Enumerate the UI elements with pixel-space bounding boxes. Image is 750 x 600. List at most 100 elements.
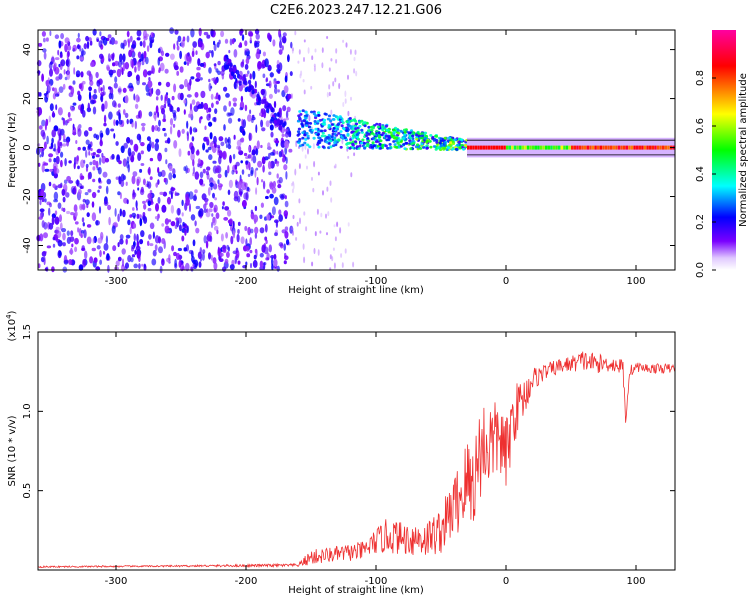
spectrogram-cell [250,152,253,162]
spectrogram-cell [90,99,95,105]
spectrogram-cell [223,86,228,92]
spectrogram-cell [287,93,292,100]
spectrogram-cell [183,61,187,65]
spectrogram-cell [140,163,145,166]
spectrogram-cell [212,192,215,199]
spectrogram-cell [64,37,70,44]
spectrogram-cell [114,60,119,67]
spectrogram-cell [264,58,269,68]
spectrogram-cell [232,250,238,255]
spectrogram-cell [229,38,233,46]
spectrogram-cell [75,140,78,144]
spectrogram-cell [208,50,212,54]
spectrogram-cell [212,160,217,164]
spectrogram-cell [62,133,66,141]
spectrogram-cell [280,119,284,125]
spectrogram-cell [135,245,141,251]
spectrogram-cell [88,126,93,132]
spectrogram-cell [139,218,143,227]
spectrogram-cell [228,49,231,54]
spectrogram-cell [221,206,224,210]
spectrogram-cell [173,113,177,121]
spectrogram-cell [57,107,63,116]
spectrogram-cell [651,145,654,150]
spectrogram-cell [381,125,385,129]
spectrogram-cell [254,42,260,48]
spectrogram-cell [215,92,219,100]
spectrogram-cell [591,145,595,150]
spectrogram-cell [326,232,328,236]
spectrogram-cell [131,175,136,185]
spectrogram-cell [106,253,110,261]
spectrogram-cell [281,229,287,234]
spectrogram-cell [129,226,132,235]
spectrogram-cell [104,100,108,110]
spectrogram-cell [360,131,364,134]
spectrogram-cell [353,68,356,74]
spectrogram-cell [372,144,376,148]
spectrogram-cell [165,95,168,100]
spectrogram-cell [209,142,213,149]
spectrogram-cell [172,123,176,128]
spectrogram-cell [333,132,337,136]
spectrogram-cell [111,54,115,61]
spectrogram-cell [360,141,364,145]
spectrogram-cell [206,34,211,39]
spectrogram-cell [212,117,216,122]
spectrogram-cell [39,199,42,206]
spectrogram-cell [375,122,379,126]
spectrogram-cell [77,227,80,233]
spectrogram-cell [49,168,53,172]
spectrogram-cell [429,145,433,149]
spectrogram-cell [207,231,212,237]
x-tick-label: 100 [626,576,645,587]
spectrogram-cell [78,188,82,195]
spectrogram-cell [114,76,118,83]
spectrogram-cell [568,145,571,150]
spectrogram-cell [420,136,424,140]
spectrogram-cell [284,252,287,258]
spectrogram-cell [238,83,243,92]
spectrogram-cell [210,28,214,37]
spectrogram-cell [190,214,196,221]
spectrogram-cell [67,111,71,118]
spectrogram-cell [448,141,453,144]
spectrogram-cell [167,137,171,144]
spectrogram-cell [227,144,232,150]
spectrogram-cell [113,221,118,226]
spectrogram-cell [245,160,249,164]
spectrogram-cell [143,50,147,59]
spectrogram-cell [331,256,334,262]
spectrogram-cell [327,124,331,127]
spectrogram-cell [211,221,213,229]
spectrogram-cell [256,93,260,99]
spectrogram-cell [253,254,257,260]
spectrogram-cell [297,139,301,143]
spectrogram-cell [269,193,274,199]
spectrogram-cell [278,176,283,184]
spectrogram-cell [649,145,652,150]
x-tick-label: 0 [503,576,509,587]
spectrogram-cell [237,118,241,122]
spectrogram-cell [516,145,519,150]
spectrogram-cell [61,207,64,212]
spectrogram-cell [227,58,232,64]
spectrogram-cell [250,263,252,269]
spectrogram-cell [68,160,72,164]
spectrogram-cell [247,30,253,37]
spectrogram-cell [342,39,345,43]
spectrogram-cell [149,41,153,49]
spectrogram-cell [150,32,154,38]
spectrogram-cell [143,263,146,268]
spectrogram-cell [458,146,462,150]
spectrogram-cell [66,210,71,215]
snr-series-line [37,351,676,569]
spectrogram-y-ticks: -40 -20 0 20 40 [22,43,675,254]
spectrogram-cell [607,145,610,150]
spectrogram-cell [99,250,102,258]
spectrogram-cell [41,220,45,228]
spectrogram-cell [135,74,140,81]
spectrogram-cell [268,171,272,176]
spectrogram-cell [59,214,62,223]
spectrogram-cell [51,266,55,273]
